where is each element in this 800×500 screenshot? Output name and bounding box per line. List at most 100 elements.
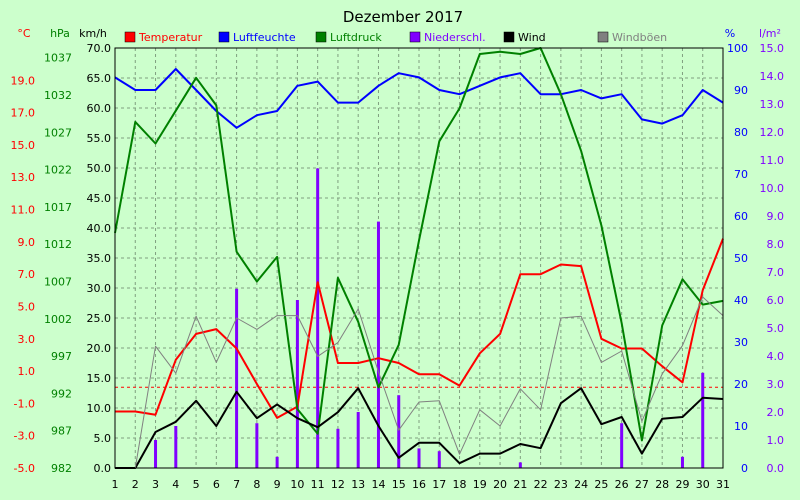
x-tick-label: 29 bbox=[675, 478, 689, 491]
x-tick-label: 31 bbox=[716, 478, 730, 491]
legend-swatch bbox=[503, 31, 515, 43]
x-tick-label: 25 bbox=[594, 478, 608, 491]
series-line-temperatur bbox=[115, 238, 724, 419]
wind-tick-label: 35.0 bbox=[87, 252, 112, 265]
x-tick-label: 26 bbox=[615, 478, 629, 491]
temperature-tick-label: 13.0 bbox=[11, 171, 36, 184]
precipitation-tick-label: 4.0 bbox=[767, 350, 785, 363]
temperature-unit-label: °C bbox=[17, 27, 31, 40]
precipitation-tick-label: 9.0 bbox=[767, 210, 785, 223]
humidity-tick-label: 0 bbox=[741, 462, 748, 475]
precipitation-bar bbox=[255, 423, 259, 468]
precipitation-bar bbox=[376, 221, 380, 468]
precipitation-unit-label: l/m² bbox=[759, 27, 781, 40]
x-tick-label: 5 bbox=[193, 478, 200, 491]
humidity-tick-label: 80 bbox=[734, 126, 748, 139]
legend-swatch bbox=[409, 31, 421, 43]
series-line-wind bbox=[115, 387, 724, 469]
precipitation-tick-label: 3.0 bbox=[767, 378, 785, 391]
axis-units: °C hPa km/h% l/m² bbox=[17, 27, 781, 40]
pressure-tick-label: 1007 bbox=[44, 275, 72, 288]
x-tick-label: 3 bbox=[152, 478, 159, 491]
pressure-tick-label: 1002 bbox=[44, 313, 72, 326]
precipitation-bar bbox=[275, 456, 279, 468]
precipitation-tick-label: 1.0 bbox=[767, 434, 785, 447]
precipitation-tick-label: 13.0 bbox=[760, 98, 785, 111]
wind-tick-label: 0.0 bbox=[94, 462, 112, 475]
temperature-tick-label: -1.0 bbox=[14, 397, 35, 410]
precipitation-bar bbox=[417, 448, 421, 468]
temperature-tick-label: 15.0 bbox=[11, 139, 36, 152]
wind-tick-label: 50.0 bbox=[87, 162, 112, 175]
humidity-tick-label: 50 bbox=[734, 252, 748, 265]
temperature-tick-label: 3.0 bbox=[18, 333, 36, 346]
x-tick-label: 2 bbox=[132, 478, 139, 491]
x-tick-label: 17 bbox=[432, 478, 446, 491]
wind-tick-label: 65.0 bbox=[87, 72, 112, 85]
legend: Temperatur Luftfeuchte Luftdruck Niederschl… bbox=[124, 31, 667, 44]
pressure-tick-label: 1012 bbox=[44, 238, 72, 251]
x-tick-label: 18 bbox=[453, 478, 467, 491]
precipitation-tick-label: 15.0 bbox=[760, 42, 785, 55]
precipitation-bar bbox=[295, 300, 299, 468]
series-line-luftdruck bbox=[114, 47, 724, 442]
legend-swatch bbox=[124, 31, 136, 43]
temperature-tick-label: 9.0 bbox=[18, 236, 36, 249]
wind-tick-label: 15.0 bbox=[87, 372, 112, 385]
precipitation-tick-label: 8.0 bbox=[767, 238, 785, 251]
wind-tick-label: 45.0 bbox=[87, 192, 112, 205]
wind-tick-label: 40.0 bbox=[87, 222, 112, 235]
chart-title: Dezember 2017 bbox=[343, 8, 463, 26]
precipitation-bar bbox=[154, 440, 158, 468]
humidity-tick-label: 10 bbox=[734, 420, 748, 433]
x-tick-label: 20 bbox=[493, 478, 507, 491]
x-tick-label: 23 bbox=[554, 478, 568, 491]
x-tick-label: 13 bbox=[351, 478, 365, 491]
x-tick-label: 10 bbox=[290, 478, 304, 491]
pressure-unit-label: hPa bbox=[50, 27, 70, 40]
humidity-tick-label: 40 bbox=[734, 294, 748, 307]
humidity-tick-label: 20 bbox=[734, 378, 748, 391]
pressure-tick-label: 1037 bbox=[44, 52, 72, 65]
pressure-tick-label: 987 bbox=[51, 425, 72, 438]
temperature-tick-label: 17.0 bbox=[11, 107, 36, 120]
wind-tick-label: 30.0 bbox=[87, 282, 112, 295]
precipitation-tick-label: 0.0 bbox=[767, 462, 785, 475]
precipitation-tick-label: 10.0 bbox=[760, 182, 785, 195]
pressure-tick-label: 1022 bbox=[44, 164, 72, 177]
series-lines bbox=[114, 47, 724, 469]
precipitation-bars bbox=[154, 168, 705, 468]
temperature-tick-label: 11.0 bbox=[11, 204, 36, 217]
precipitation-tick-label: 7.0 bbox=[767, 266, 785, 279]
precipitation-bar bbox=[437, 451, 441, 468]
legend-label: Temperatur bbox=[138, 31, 203, 44]
x-tick-label: 15 bbox=[392, 478, 406, 491]
precipitation-tick-label: 5.0 bbox=[767, 322, 785, 335]
legend-label: Wind bbox=[518, 31, 546, 44]
temperature-tick-label: 19.0 bbox=[11, 74, 36, 87]
precipitation-bar bbox=[680, 456, 684, 468]
humidity-tick-label: 100 bbox=[727, 42, 748, 55]
legend-swatch bbox=[218, 31, 230, 43]
wind-tick-label: 25.0 bbox=[87, 312, 112, 325]
legend-label: Luftdruck bbox=[330, 31, 382, 44]
wind-unit-label: km/h bbox=[79, 27, 107, 40]
precipitation-tick-label: 6.0 bbox=[767, 294, 785, 307]
pressure-tick-label: 1027 bbox=[44, 126, 72, 139]
wind-tick-label: 70.0 bbox=[87, 42, 112, 55]
series-line-windböen bbox=[115, 296, 724, 469]
wind-tick-label: 5.0 bbox=[94, 432, 112, 445]
precipitation-bar bbox=[620, 423, 624, 468]
pressure-tick-label: 1032 bbox=[44, 89, 72, 102]
x-tick-label: 11 bbox=[311, 478, 325, 491]
x-tick-label: 9 bbox=[274, 478, 281, 491]
humidity-tick-label: 30 bbox=[734, 336, 748, 349]
humidity-tick-label: 60 bbox=[734, 210, 748, 223]
x-tick-label: 28 bbox=[655, 478, 669, 491]
legend-label: Niederschl. bbox=[424, 31, 486, 44]
x-tick-label: 1 bbox=[112, 478, 119, 491]
x-tick-label: 30 bbox=[696, 478, 710, 491]
wind-tick-label: 55.0 bbox=[87, 132, 112, 145]
humidity-tick-label: 70 bbox=[734, 168, 748, 181]
